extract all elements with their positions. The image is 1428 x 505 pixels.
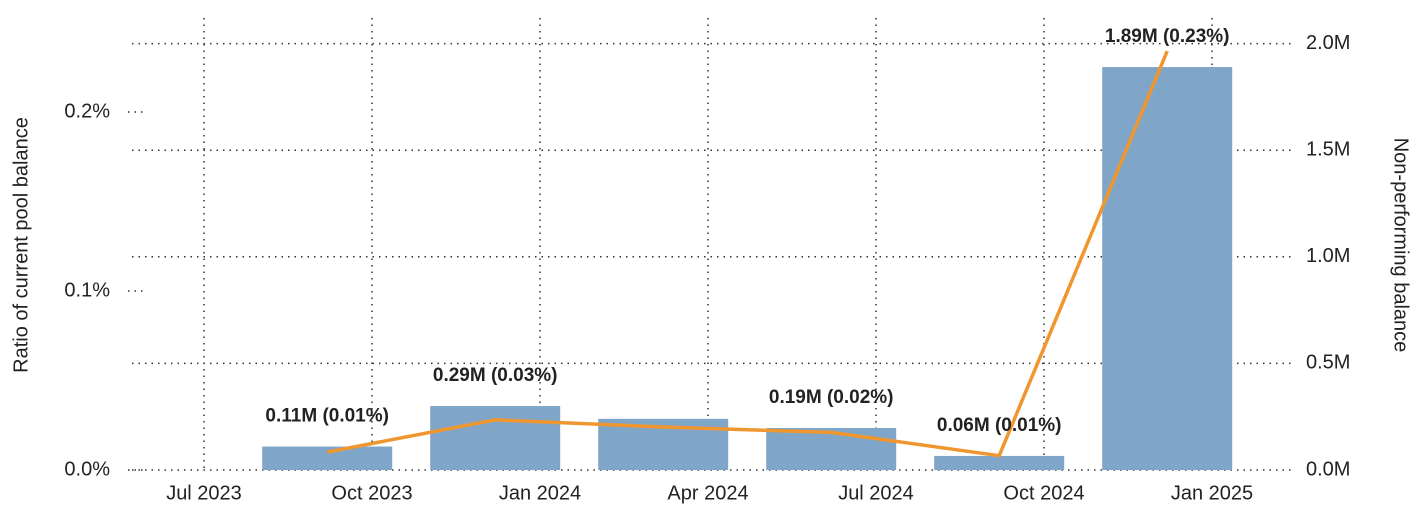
data-label: 0.29M (0.03%) — [433, 365, 558, 386]
data-label: 0.06M (0.01%) — [937, 415, 1062, 436]
line — [326, 50, 1169, 458]
y2-tick-label: 1.0M — [1306, 245, 1350, 267]
data-label: 0.19M (0.02%) — [769, 387, 894, 408]
y2-tick-label: 2.0M — [1306, 32, 1350, 54]
data-label: 0.11M (0.01%) — [265, 406, 389, 427]
bar — [1102, 67, 1233, 471]
y2-tick-label: 1.5M — [1306, 138, 1350, 160]
y-tick-label: 0.1% — [64, 279, 110, 301]
x-tick-label: Oct 2024 — [1003, 482, 1084, 504]
y-axis-title: Ratio of current pool balance — [10, 117, 32, 373]
bar — [934, 455, 1065, 470]
bar — [262, 446, 393, 470]
x-tick-label: Jul 2023 — [166, 482, 242, 504]
bar — [766, 427, 897, 470]
y2-tick-label: 0.0M — [1306, 458, 1350, 480]
x-tick-label: Oct 2023 — [331, 482, 412, 504]
x-tick-label: Apr 2024 — [667, 482, 748, 504]
x-tick-label: Jul 2024 — [838, 482, 914, 504]
y-tick-label: 0.0% — [64, 458, 110, 480]
y2-tick-label: 0.5M — [1306, 352, 1350, 374]
data-label: 1.89M (0.23%) — [1105, 26, 1230, 47]
x-tick-label: Jan 2024 — [499, 482, 581, 504]
bar — [430, 406, 561, 470]
y2-axis-title: Non-performing balance — [1390, 138, 1412, 353]
x-tick-label: Jan 2025 — [1171, 482, 1253, 504]
y-tick-label: 0.2% — [64, 100, 110, 122]
